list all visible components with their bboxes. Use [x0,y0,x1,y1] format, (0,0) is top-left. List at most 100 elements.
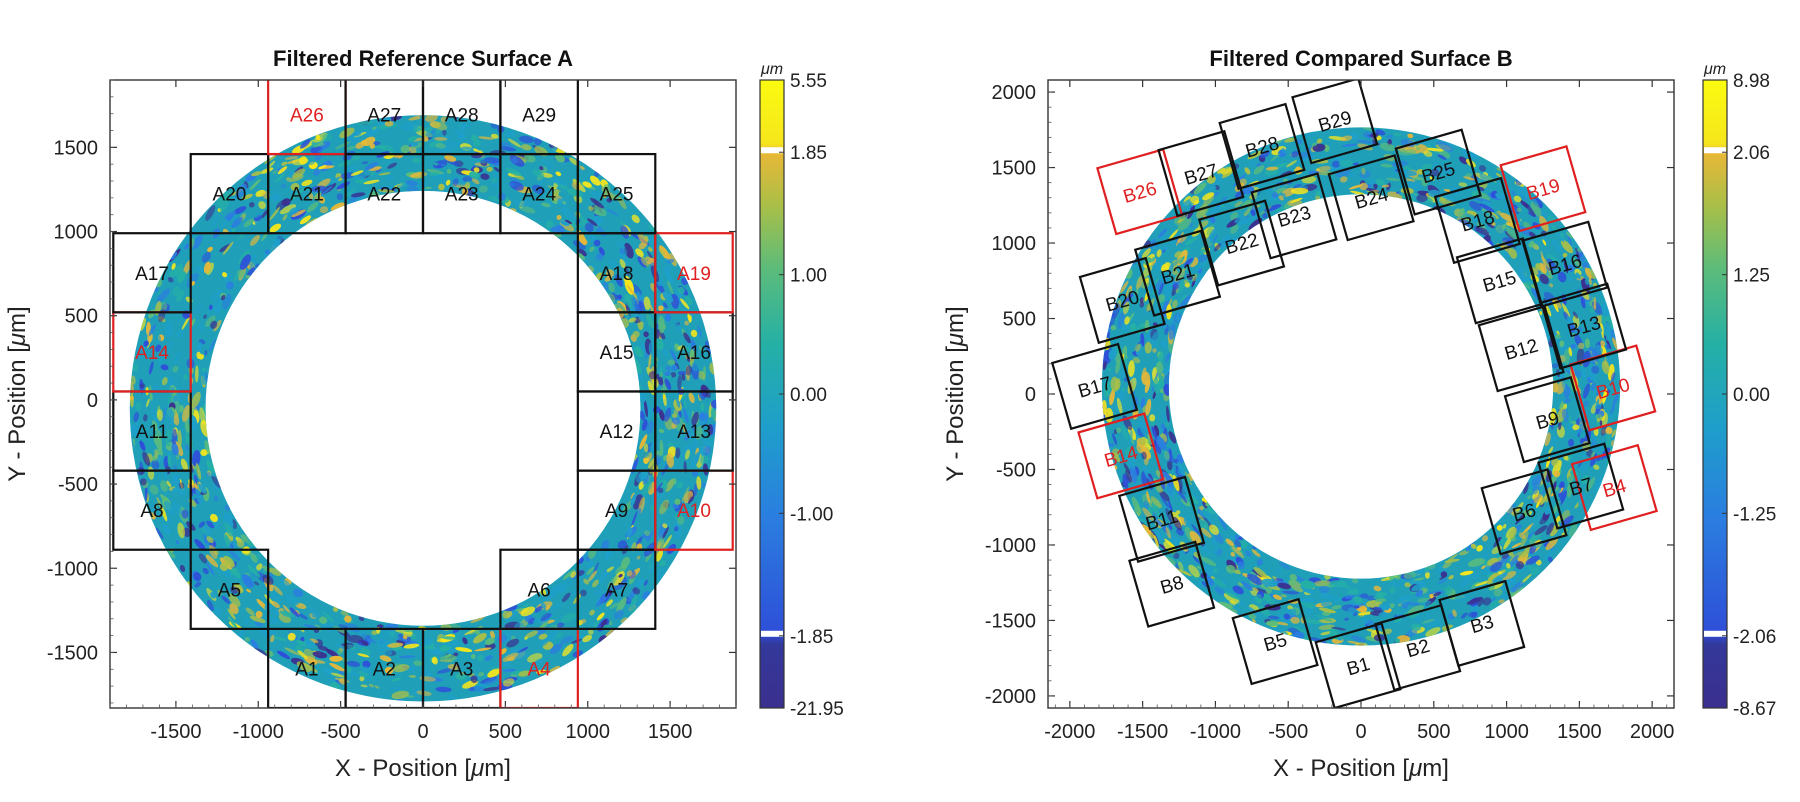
panel-b: B1B2B3B4B5B6B7B8B9B10B11B12B13B14B15B16B… [942,46,1776,782]
patch-b28 [1218,102,1306,191]
x-tick-label: 0 [417,721,428,743]
y-axis-label-part: μ [942,333,969,347]
colorbar-tick-label: 0.00 [1733,385,1770,406]
patches [112,80,734,708]
patch-a17 [112,232,192,314]
colorbar-gradient [1702,79,1728,709]
y-axis-label-part: m [942,313,969,333]
y-tick-label: 1000 [54,222,99,244]
patch-b13 [1540,282,1628,370]
y-tick-label: 1000 [992,233,1037,255]
patch-b7 [1537,442,1625,530]
colorbar-tick-label: -1.85 [790,627,833,648]
patch-label-a9: A9 [605,501,628,522]
colorbar-tick-label: 0.00 [790,385,827,406]
x-tick-label: -2000 [1044,721,1095,743]
chart-title: Filtered Compared Surface B [1209,46,1512,71]
patch-label-a29: A29 [522,106,556,127]
patch-b21 [1133,229,1222,317]
colorbar: 8.98 2.06 1.25 0.00 -1.25 -2.06 -8.67 μm [1702,61,1776,720]
patch-b26 [1096,148,1184,236]
x-tick-label: 1000 [565,721,610,743]
x-tick-label: 0 [1355,721,1366,743]
patch-b4 [1570,443,1658,532]
patch-label-a25: A25 [600,185,634,206]
patch-label-a21: A21 [290,185,324,206]
y-tick-label: -1500 [985,610,1036,632]
colorbar-tick-label: -8.67 [1733,699,1776,720]
colorbar-threshold-band [1704,147,1726,154]
y-axis-label-part: m [4,313,31,333]
x-tick-label: 1500 [648,721,693,743]
y-axis-label-part: μ [4,333,31,347]
colorbar-tick-label: 1.85 [790,143,827,164]
x-tick-label: 1000 [1484,721,1529,743]
y-tick-label: -1500 [47,642,98,664]
y-axis-label-part: Y - Position [ [942,346,969,482]
y-tick-label: 500 [1003,309,1036,331]
colorbar-threshold-band [761,630,783,637]
chart-title: Filtered Reference Surface A [273,46,573,71]
patch-b27 [1157,129,1245,218]
y-tick-label: -500 [996,459,1036,481]
x-tick-label: -500 [321,721,361,743]
x-axis-label-part: m [1422,755,1442,782]
patch-a5 [189,548,270,630]
patch-b3 [1438,579,1526,668]
x-axis-label-part: X - Position [ [335,755,471,782]
y-tick-label: 1500 [54,137,99,159]
colorbar-tick-label: 2.06 [1733,143,1770,164]
y-tick-label: 500 [65,306,98,328]
patch-b8 [1128,540,1216,628]
patch-label-a28: A28 [445,106,479,127]
y-axis-label: Y - Position [μm] [942,306,969,481]
colorbar-unit: μm [760,61,783,78]
x-tick-label: -1000 [1190,721,1241,743]
surface-ring-base [129,115,717,702]
colorbar-tick-label: -21.95 [790,699,844,720]
x-axis-label-part: ] [504,755,511,782]
patch-b22 [1197,199,1286,287]
y-tick-label: -2000 [985,686,1036,708]
x-tick-label: 2000 [1630,721,1675,743]
patch-label-a27: A27 [367,106,401,127]
colorbar: 5.55 1.85 1.00 0.00 -1.00 -1.85 -21.95 μm [759,61,844,720]
x-tick-label: -500 [1268,721,1308,743]
patch-a25 [576,152,657,235]
colorbar-threshold-band [1704,630,1726,637]
y-tick-label: -500 [58,474,98,496]
patch-b6 [1480,468,1568,556]
patch-a19 [654,232,734,314]
x-axis-label-part: m [484,755,504,782]
y-tick-label: 2000 [992,82,1037,104]
x-axis-label-part: μ [1408,755,1422,782]
colorbar-tick-label: -2.06 [1733,627,1776,648]
x-tick-label: 500 [489,721,522,743]
x-tick-label: -1500 [1117,721,1168,743]
y-tick-label: 1500 [992,158,1037,180]
patch-b19 [1499,145,1587,233]
patch-label-a4: A4 [528,659,552,680]
x-axis-label-part: μ [470,755,484,782]
x-tick-label: 1500 [1557,721,1602,743]
colorbar-unit: μm [1703,61,1726,78]
patch-label-a5: A5 [218,580,241,601]
y-tick-label: -1000 [47,558,98,580]
patch-b20 [1078,256,1166,345]
patch-label-a2: A2 [373,659,396,680]
x-tick-label: -1500 [150,721,201,743]
patch-label-a23: A23 [445,185,479,206]
patch-label-a7: A7 [605,580,628,601]
patch-label-a22: A22 [367,185,401,206]
patch-b18 [1433,176,1522,265]
x-tick-label: 500 [1417,721,1450,743]
x-axis-label-part: ] [1442,755,1449,782]
panel-a: A1 A2 A3 A4 A5 A6 A7 A8 A9 A10 A11 A12 A13 A14 A15 A16 A… [4,46,844,782]
colorbar-tick-label: 1.25 [1733,266,1770,287]
y-axis-label: Y - Position [μm] [4,306,31,481]
patch-label-a1: A1 [295,659,318,680]
patch-b5 [1231,597,1319,686]
patch-b24 [1327,154,1415,242]
patch-b29 [1291,80,1379,165]
